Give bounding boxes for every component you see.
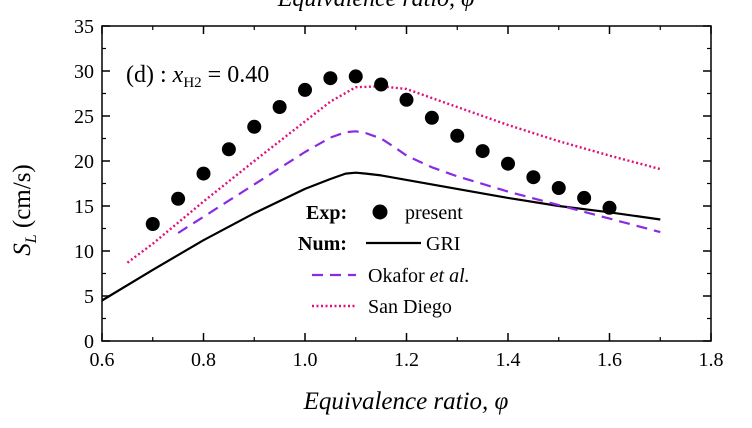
data-point-present [501,156,515,171]
legend-label-okafor-plain: Okafor [368,265,430,287]
annotation-sub: H2 [183,75,201,91]
top-axis-title: Equivalence ratio, φ [277,0,475,12]
legend-label-sandiego: San Diego [368,296,452,318]
legend-label-present: present [405,202,463,224]
data-point-present [602,200,617,215]
data-point-present [196,166,211,181]
data-point-present [348,69,363,84]
data-point-present [247,119,262,134]
legend-label-gri: GRI [426,233,460,255]
data-point-present [323,71,338,86]
data-point-present [399,92,414,107]
data-point-present [272,100,287,114]
legend-label-okafor: Okafor et al. [368,265,470,287]
x-tick-label: 1.8 [699,349,724,371]
y-axis-label-symbol: S [9,243,36,256]
data-point-present [145,217,160,231]
series-line-san-diego [126,85,661,264]
annotation-suffix: = 0.40 [202,62,270,88]
panel-annotation: (d) : xH2 = 0.40 [126,62,269,91]
series-layer [101,85,661,302]
y-tick-label: 35 [74,16,94,38]
data-point-present [424,110,439,125]
y-tick-label: 5 [84,286,94,308]
y-axis-label-sub: L [23,234,40,244]
annotation-prefix: (d) : [126,62,173,88]
data-point-present [450,128,465,143]
legend: Exp: present Num: GRI Okafor et al. San … [298,202,470,318]
legend-label-okafor-italic: et al. [430,265,470,287]
x-tick-label: 1.4 [496,349,521,371]
x-tick-label: 0.6 [90,349,115,371]
y-axis-label: SL (cm/s) [9,164,40,256]
data-point-present [374,77,389,92]
points-layer [145,69,617,231]
legend-exp-label: Exp: [306,202,347,224]
data-point-present [475,144,490,159]
data-point-present [577,190,592,205]
y-tick-label: 10 [74,241,94,263]
data-point-present [221,142,236,157]
y-tick-label: 0 [84,331,94,353]
axis-ticks [101,25,712,342]
x-tick-label: 1.6 [597,349,622,371]
plot-area [101,25,712,342]
legend-marker-present [372,204,388,220]
x-tick-label: 0.8 [191,349,216,371]
y-axis-label-unit: (cm/s) [9,164,36,234]
annotation-var: x [172,62,184,88]
y-tick-label: 15 [74,196,94,218]
data-point-present [551,181,566,195]
x-tick-label: 1.2 [394,349,419,371]
data-point-present [171,191,186,206]
plot-frame [101,25,712,342]
series-line-gri [101,171,661,302]
data-point-present [298,82,312,97]
legend-num-label: Num: [298,233,347,255]
x-tick-label: 1.0 [293,349,318,371]
y-tick-labels: 0 5 10 15 20 25 30 35 [74,16,94,353]
y-tick-label: 30 [74,61,94,83]
x-axis-label: Equivalence ratio, φ [303,388,509,415]
y-tick-label: 20 [74,151,94,173]
series-line-okafor-et-al [177,130,661,234]
y-tick-label: 25 [74,106,94,128]
x-tick-labels: 0.6 0.8 1.0 1.2 1.4 1.6 1.8 [90,349,724,371]
data-point-present [526,170,541,185]
